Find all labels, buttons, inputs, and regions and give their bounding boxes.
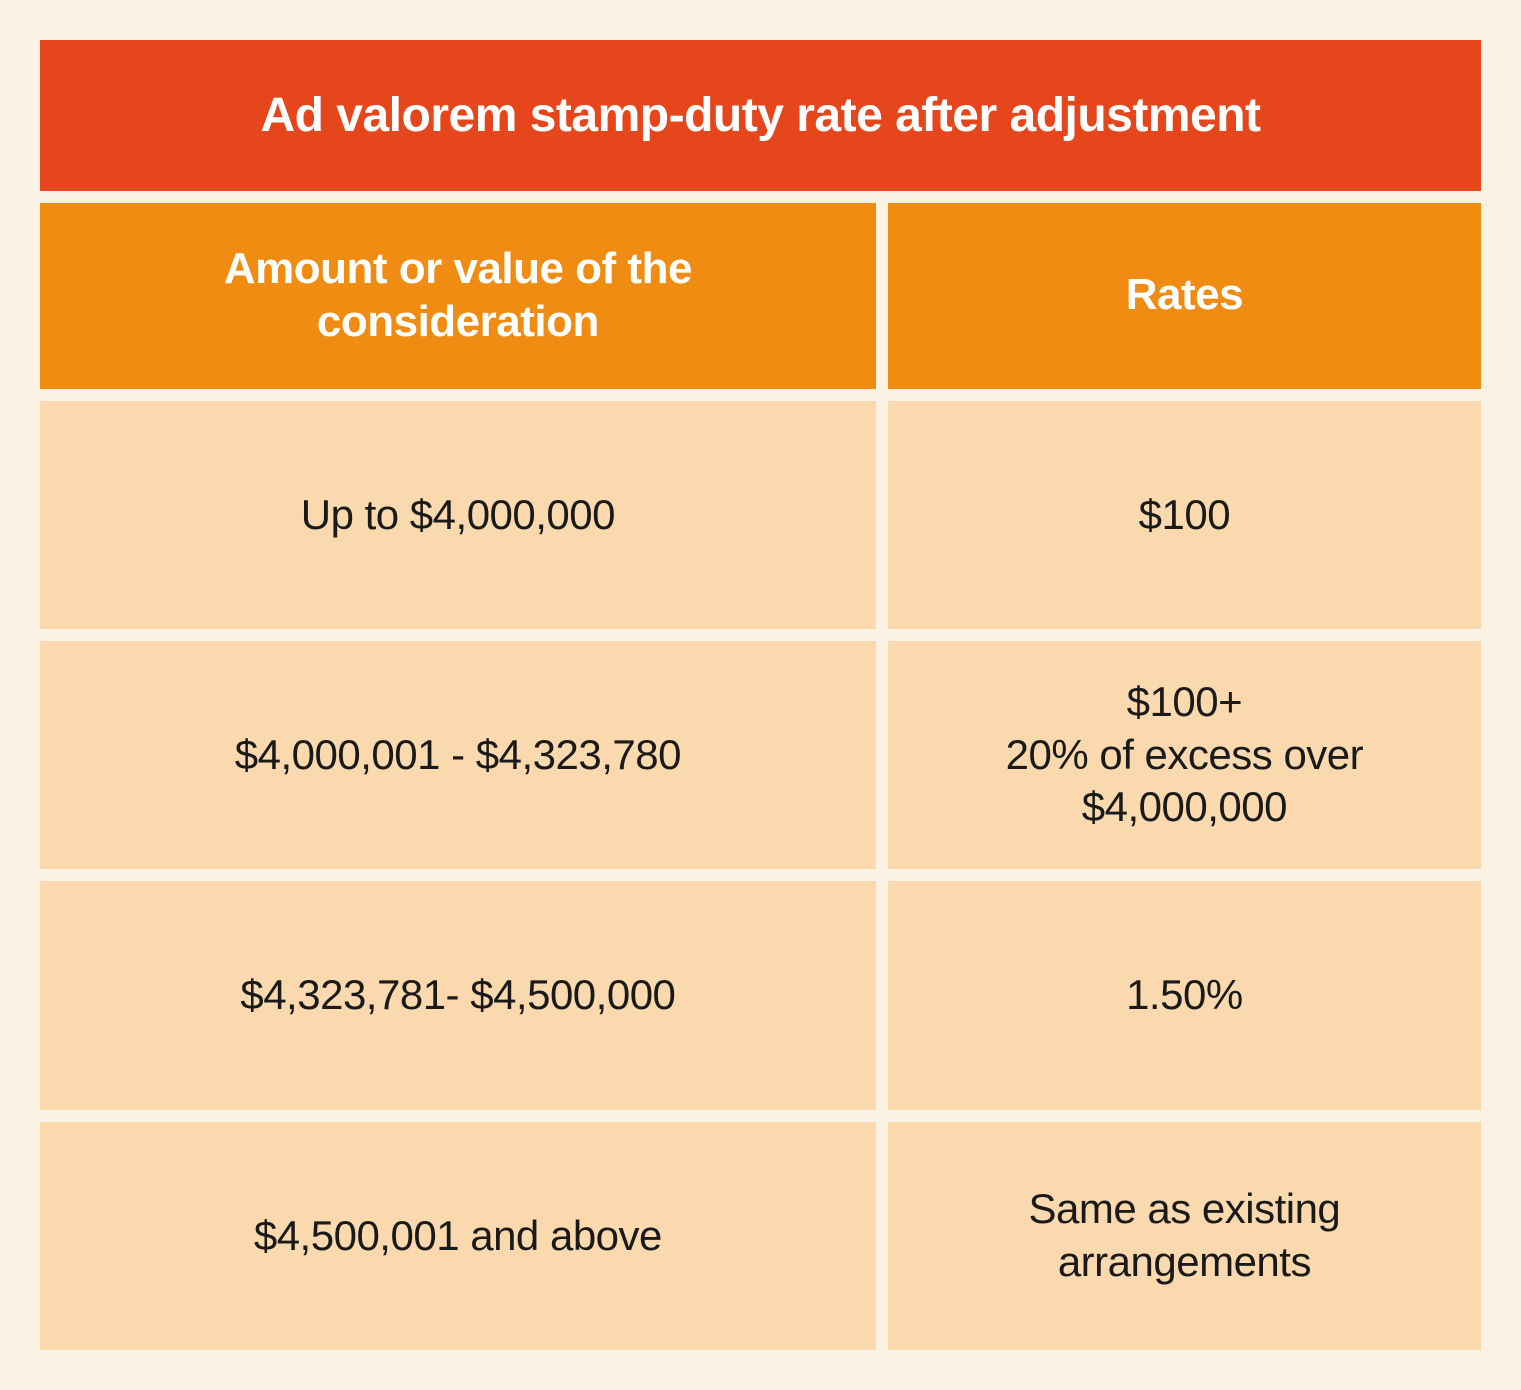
table-row: $4,000,001 - $4,323,780 $100+ 20% of exc… <box>40 641 1481 869</box>
table-row: $4,500,001 and above Same as existing ar… <box>40 1122 1481 1350</box>
cell-consideration: Up to $4,000,000 <box>40 401 876 629</box>
cell-rate: $100+ 20% of excess over $4,000,000 <box>888 641 1481 869</box>
cell-consideration: $4,500,001 and above <box>40 1122 876 1350</box>
table-title: Ad valorem stamp-duty rate after adjustm… <box>40 40 1481 191</box>
cell-rate: 1.50% <box>888 881 1481 1109</box>
table-header-row: Amount or value of the consideration Rat… <box>40 203 1481 389</box>
cell-consideration: $4,000,001 - $4,323,780 <box>40 641 876 869</box>
table-row: $4,323,781- $4,500,000 1.50% <box>40 881 1481 1109</box>
cell-consideration: $4,323,781- $4,500,000 <box>40 881 876 1109</box>
column-header-rates: Rates <box>888 203 1481 389</box>
cell-rate: Same as existing arrangements <box>888 1122 1481 1350</box>
stamp-duty-table: Ad valorem stamp-duty rate after adjustm… <box>40 40 1481 1350</box>
cell-rate: $100 <box>888 401 1481 629</box>
table-body: Up to $4,000,000 $100 $4,000,001 - $4,32… <box>40 401 1481 1350</box>
column-header-consideration: Amount or value of the consideration <box>40 203 876 389</box>
table-row: Up to $4,000,000 $100 <box>40 401 1481 629</box>
